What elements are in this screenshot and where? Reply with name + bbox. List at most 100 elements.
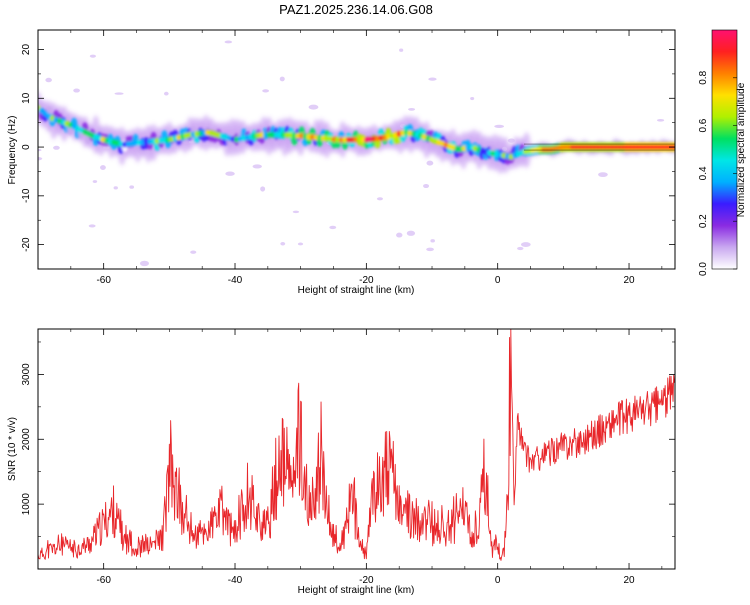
noise-blob xyxy=(92,180,98,183)
ridge-cell xyxy=(624,144,630,150)
figure-title: PAZ1.2025.236.14.06.G08 xyxy=(279,2,433,17)
snr-panel: -60 -40 -20 0 20 1000 2000 3000 Height of strai… xyxy=(7,328,676,596)
noise-blob xyxy=(428,77,437,81)
noise-blob xyxy=(88,224,96,228)
ridge-cell xyxy=(569,144,576,150)
ridge-core xyxy=(38,102,675,165)
noise-blob xyxy=(139,260,150,267)
ridge-cell xyxy=(266,131,272,138)
noise-blob xyxy=(53,145,60,150)
noise-blob xyxy=(164,91,169,96)
ridge-cell xyxy=(537,146,543,153)
ridge-cell xyxy=(353,136,359,143)
noise-blob xyxy=(102,146,110,150)
noise-blob xyxy=(598,172,608,178)
spectrogram-panel: -60 -40 -20 0 20 -20 -10 0 10 20 Height of straig… xyxy=(7,29,676,296)
x-tick-label: 0 xyxy=(495,575,501,586)
colorbar-tick-label: 0.0 xyxy=(698,262,709,276)
ridge-cell xyxy=(584,144,590,150)
spectrogram-ylabel: Frequency (Hz) xyxy=(7,116,18,185)
spectrogram-frame xyxy=(37,29,676,270)
noise-blob xyxy=(262,89,270,93)
x-tick-label: 20 xyxy=(623,575,635,586)
snr-ylabel: SNR (10 * v/v) xyxy=(7,417,18,481)
y-tick-label: 10 xyxy=(21,92,32,104)
noise-blob xyxy=(408,108,416,111)
noise-blob xyxy=(517,246,524,251)
noise-blob xyxy=(114,92,124,95)
ridge-cell xyxy=(346,136,352,143)
ridge-cell xyxy=(591,144,597,150)
y-tick-label: 0 xyxy=(21,144,32,150)
colorbar-tick-label: 0.6 xyxy=(698,118,709,132)
ridge-cell xyxy=(631,144,637,150)
ridge-cell xyxy=(580,144,586,150)
ridge-cell xyxy=(620,144,626,150)
noise-blob xyxy=(73,88,80,93)
noise-blob xyxy=(38,148,42,152)
x-tick-label: 0 xyxy=(495,275,501,286)
y-tick-label: 20 xyxy=(21,44,32,56)
y-tick-label: 2000 xyxy=(21,428,32,451)
ridge-cell xyxy=(656,144,662,150)
noise-blob xyxy=(224,40,233,44)
ridge-cell xyxy=(660,144,666,150)
ridge-cell xyxy=(663,144,670,150)
colorbar-tick-label: 0.4 xyxy=(698,166,709,180)
x-tick-label: -40 xyxy=(228,575,243,586)
x-tick-label: -40 xyxy=(228,275,243,286)
snr-series-line xyxy=(38,329,675,561)
colorbar-tick-label: 0.8 xyxy=(698,70,709,84)
ridge-cell xyxy=(270,131,276,138)
colorbar-label: Normalized spectral amplitude xyxy=(736,82,747,217)
ridge-cell xyxy=(281,131,287,138)
noise-blob xyxy=(329,225,337,230)
ridge-cell xyxy=(588,144,594,150)
noise-blob xyxy=(100,165,106,170)
ridge-cell xyxy=(262,131,269,138)
ridge-cell xyxy=(613,144,619,150)
colorbar-gradient xyxy=(712,30,737,269)
ridge-cell xyxy=(273,131,279,138)
noise-blob xyxy=(252,164,262,169)
noise-blob xyxy=(308,104,319,110)
x-tick-label: -60 xyxy=(96,575,111,586)
ridge-cell xyxy=(454,146,460,153)
y-tick-label: 3000 xyxy=(21,363,32,386)
ridge-cell xyxy=(573,144,579,150)
ridge-cell xyxy=(616,144,623,150)
noise-blob xyxy=(494,124,505,129)
noise-blob xyxy=(396,232,403,238)
ridge-cell xyxy=(360,136,366,143)
noise-blob xyxy=(292,210,300,214)
ridge-cell xyxy=(642,144,648,150)
ridge-cell xyxy=(562,144,568,150)
colorbar-tick-label: 0.2 xyxy=(698,214,709,228)
snr-frame xyxy=(37,328,676,570)
noise-blob xyxy=(89,54,96,58)
noise-blob xyxy=(399,48,404,52)
colorbar-frame xyxy=(711,29,738,270)
noise-blob xyxy=(190,250,197,254)
noise-blob xyxy=(279,76,285,82)
ridge-cell xyxy=(602,144,608,150)
ridge-cell xyxy=(609,144,615,150)
ridge-cell xyxy=(566,144,572,150)
noise-blob xyxy=(470,96,475,101)
x-tick-label: -20 xyxy=(359,275,374,286)
noise-blob xyxy=(38,156,43,161)
ridge-cell xyxy=(259,131,265,138)
noise-blob xyxy=(376,197,383,201)
x-tick-label: 20 xyxy=(623,275,635,286)
noise-blob xyxy=(406,230,416,236)
noise-blob xyxy=(507,138,515,143)
x-tick-label: -60 xyxy=(96,275,111,286)
snr-axes: -60 -40 -20 0 20 1000 2000 3000 xyxy=(21,329,675,586)
noise-blob xyxy=(656,119,665,122)
ridge-cell xyxy=(627,144,633,150)
ridge-cell xyxy=(342,136,348,143)
ridge-cell xyxy=(595,144,601,150)
spectrogram-ridge xyxy=(38,40,675,267)
ridge-cell xyxy=(541,146,547,153)
